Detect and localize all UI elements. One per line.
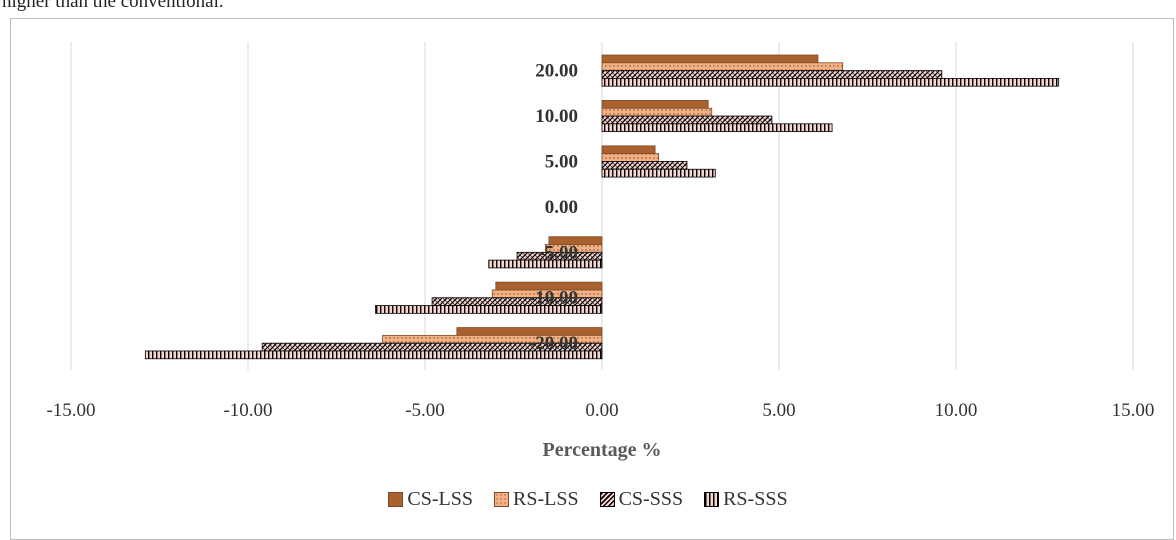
x-tick-labels: -15.00 -10.00 -5.00 0.00 5.00 10.00 15.00 — [46, 400, 1154, 421]
bar-chart: -20.00 -10.00 -5.00 0.00 5.00 10.00 20.00 -15.… — [46, 42, 1154, 461]
category-labels: -20.00 -10.00 -5.00 0.00 5.00 10.00 20.00 — [529, 61, 578, 355]
x-tick-label: 15.00 — [1112, 400, 1155, 421]
bar-rs-sss — [601, 78, 1060, 87]
bar-rs-sss — [375, 305, 603, 314]
legend-label: RS-SSS — [723, 488, 788, 510]
legend-item-rs-sss: RS-SSS — [704, 488, 788, 511]
category-label: 5.00 — [545, 151, 578, 172]
x-tick-label: 10.00 — [935, 400, 978, 421]
bar-cs-sss — [601, 70, 943, 79]
legend-swatch-rs-sss — [704, 492, 720, 507]
bar-cs-sss — [601, 161, 688, 170]
x-tick-label: 5.00 — [762, 400, 795, 421]
bar-rs-sss — [601, 123, 833, 133]
x-axis-title: Percentage % — [542, 439, 661, 461]
category-label: 10.00 — [535, 106, 578, 127]
legend-item-cs-lss: CS-LSS — [388, 488, 473, 511]
legend-item-rs-lss: RS-LSS — [494, 488, 579, 511]
category-label: -10.00 — [529, 288, 578, 309]
bar-rs-sss — [488, 259, 603, 269]
category-label: 20.00 — [535, 61, 578, 82]
x-tick-label: -15.00 — [46, 400, 95, 421]
x-tick-label: 0.00 — [585, 400, 618, 421]
page-top-text: higher than the conventional. — [2, 0, 224, 12]
bar-rs-sss — [601, 168, 716, 178]
bar-cs-lss — [601, 145, 656, 155]
legend-item-cs-sss: CS-SSS — [599, 488, 684, 511]
x-tick-label: -5.00 — [405, 400, 445, 421]
legend-label: RS-LSS — [513, 488, 579, 510]
legend-label: CS-SSS — [618, 488, 684, 510]
bar-cs-sss — [601, 115, 773, 125]
bar-rs-lss — [601, 62, 844, 71]
bar-rs-lss — [601, 153, 660, 162]
legend-swatch-rs-lss — [494, 492, 509, 507]
category-label: 0.00 — [545, 197, 578, 218]
category-label: -5.00 — [538, 242, 578, 263]
x-tick-label: -10.00 — [223, 400, 272, 421]
gridlines — [70, 42, 1134, 370]
legend: CS-LSS RS-LSS CS-SSS RS-SSS — [0, 488, 1176, 513]
bars — [144, 54, 1060, 360]
chart-frame — [10, 18, 1174, 540]
legend-swatch-cs-sss — [599, 492, 615, 507]
legend-swatch-cs-lss — [388, 492, 404, 507]
legend-label: CS-LSS — [407, 488, 473, 510]
bar-rs-sss — [144, 350, 603, 360]
bar-rs-lss — [601, 107, 713, 117]
category-label: -20.00 — [529, 333, 578, 354]
bar-cs-lss — [601, 100, 709, 109]
bar-cs-lss — [601, 54, 819, 64]
